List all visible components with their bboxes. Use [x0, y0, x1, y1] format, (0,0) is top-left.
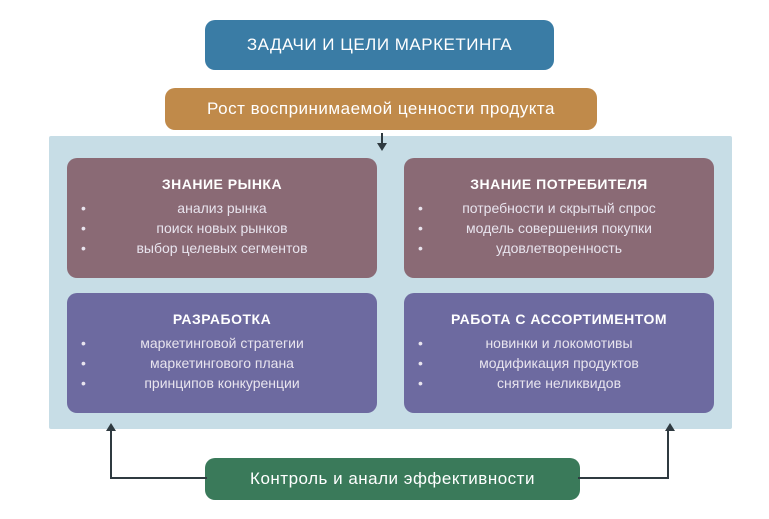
list-item: снятие неликвидов	[418, 373, 700, 393]
title-box-tasks-goals: ЗАДАЧИ И ЦЕЛИ МАРКЕТИНГА	[205, 20, 554, 70]
card-market-knowledge: ЗНАНИЕ РЫНКА анализ рынка поиск новых ры…	[67, 158, 377, 278]
arrow-up-right-path	[578, 429, 669, 479]
card-list: новинки и локомотивы модификация продукт…	[418, 333, 700, 394]
title-text: ЗАДАЧИ И ЦЕЛИ МАРКЕТИНГА	[247, 35, 512, 55]
list-item: принципов конкуренции	[81, 373, 363, 393]
card-list: анализ рынка поиск новых рынков выбор це…	[81, 198, 363, 259]
arrow-up-left-head-icon	[106, 423, 116, 431]
subtitle-box-value-growth: Рост воспринимаемой ценности продукта	[165, 88, 597, 130]
bottom-box-control-analysis: Контроль и анали эффективности	[205, 458, 580, 500]
card-title: ЗНАНИЕ ПОТРЕБИТЕЛЯ	[418, 176, 700, 192]
list-item: анализ рынка	[81, 198, 363, 218]
list-item: потребности и скрытый спрос	[418, 198, 700, 218]
list-item: удовлетворенность	[418, 238, 700, 258]
card-title: РАЗРАБОТКА	[81, 311, 363, 327]
list-item: маркетингового плана	[81, 353, 363, 373]
list-item: новинки и локомотивы	[418, 333, 700, 353]
card-development: РАЗРАБОТКА маркетинговой стратегии марке…	[67, 293, 377, 413]
arrow-up-right-head-icon	[665, 423, 675, 431]
card-consumer-knowledge: ЗНАНИЕ ПОТРЕБИТЕЛЯ потребности и скрытый…	[404, 158, 714, 278]
card-assortment: РАБОТА С АССОРТИМЕНТОМ новинки и локомот…	[404, 293, 714, 413]
list-item: модель совершения покупки	[418, 218, 700, 238]
bottom-text: Контроль и анали эффективности	[250, 469, 535, 489]
card-list: потребности и скрытый спрос модель совер…	[418, 198, 700, 259]
subtitle-text: Рост воспринимаемой ценности продукта	[207, 99, 555, 119]
card-title: ЗНАНИЕ РЫНКА	[81, 176, 363, 192]
list-item: поиск новых рынков	[81, 218, 363, 238]
list-item: маркетинговой стратегии	[81, 333, 363, 353]
card-title: РАБОТА С АССОРТИМЕНТОМ	[418, 311, 700, 327]
list-item: модификация продуктов	[418, 353, 700, 373]
list-item: выбор целевых сегментов	[81, 238, 363, 258]
card-list: маркетинговой стратегии маркетингового п…	[81, 333, 363, 394]
arrow-up-left-path	[110, 429, 207, 479]
